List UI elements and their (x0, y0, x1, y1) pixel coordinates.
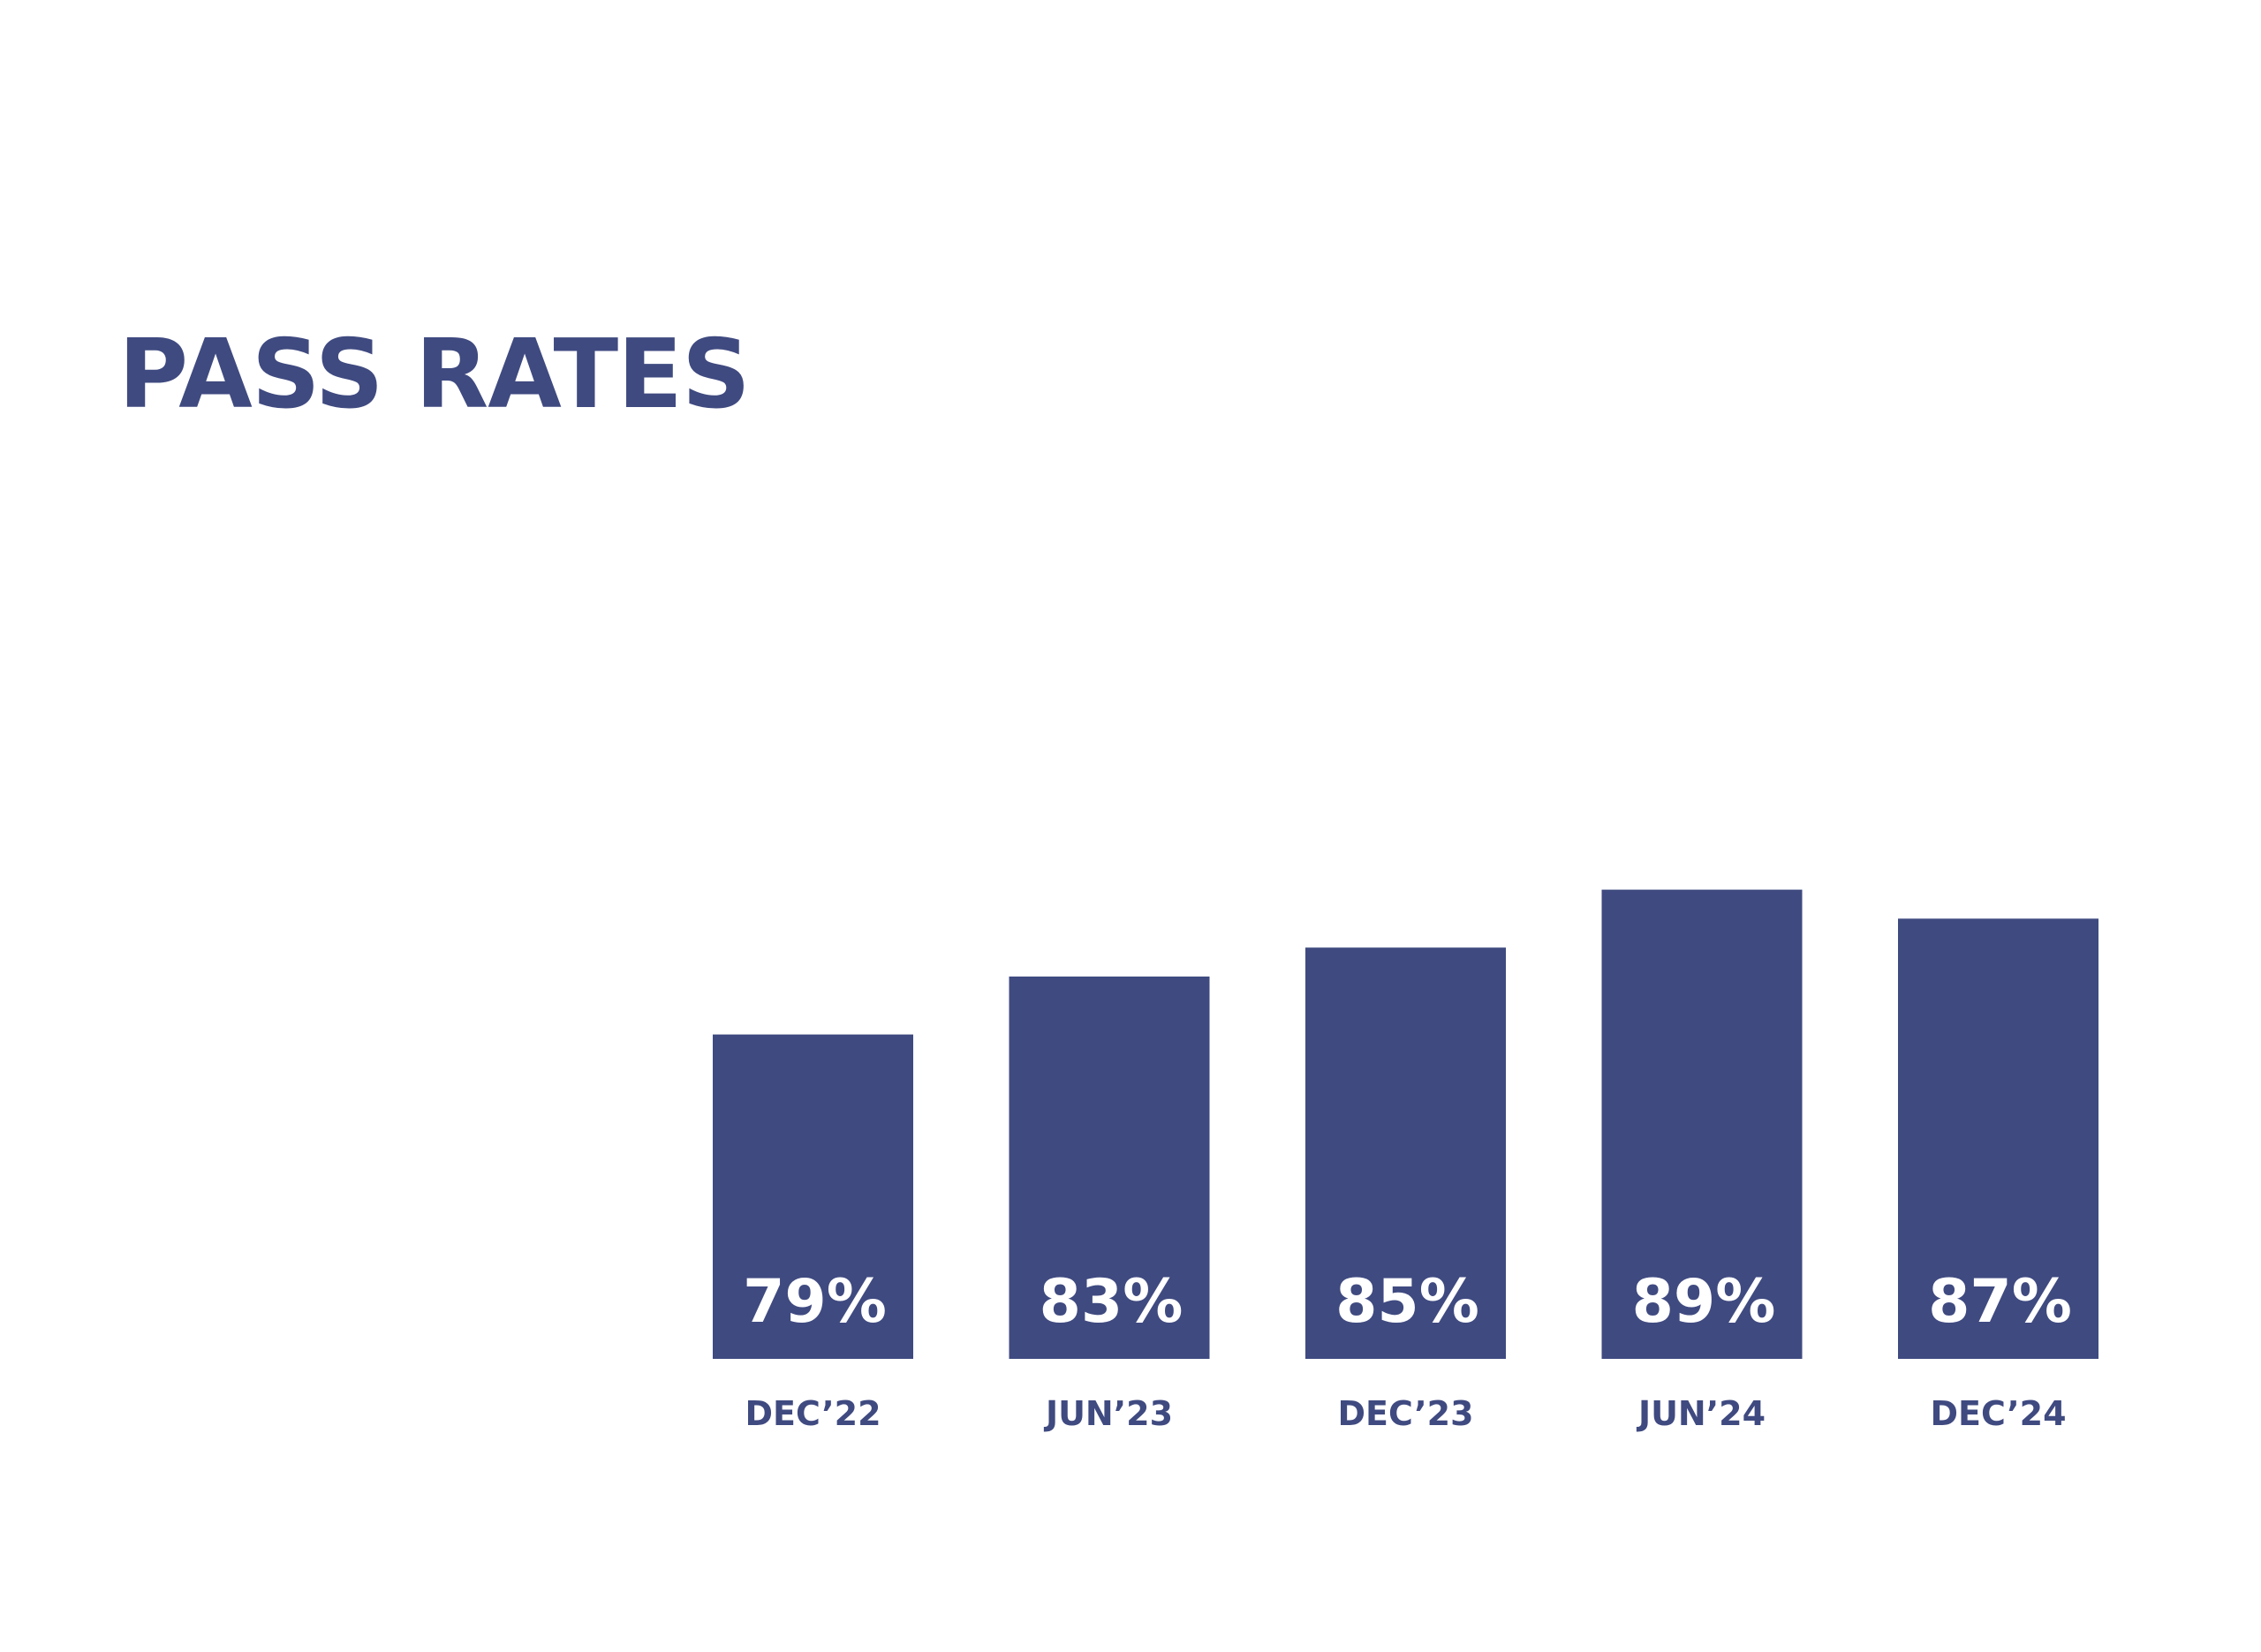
bar-value-label-5: 87% (1928, 1267, 2072, 1337)
category-label-2: JUN’23 (1043, 1394, 1173, 1433)
category-label-4: JUN’24 (1636, 1394, 1766, 1433)
page-title: PASS RATES (118, 320, 751, 430)
bar-value-label-3: 85% (1335, 1267, 1479, 1337)
category-label-1: DEC’22 (745, 1394, 881, 1433)
category-label-3: DEC’23 (1337, 1394, 1473, 1433)
bar-3 (1305, 947, 1506, 1359)
bar-value-label-1: 79% (743, 1267, 887, 1337)
bar-2 (1009, 977, 1210, 1359)
bar-1 (713, 1034, 913, 1359)
bar-5 (1898, 918, 2098, 1359)
bar-value-label-4: 89% (1632, 1267, 1776, 1337)
bar-4 (1601, 889, 1803, 1359)
bar-value-label-2: 83% (1040, 1267, 1183, 1337)
category-label-5: DEC’24 (1930, 1394, 2066, 1433)
